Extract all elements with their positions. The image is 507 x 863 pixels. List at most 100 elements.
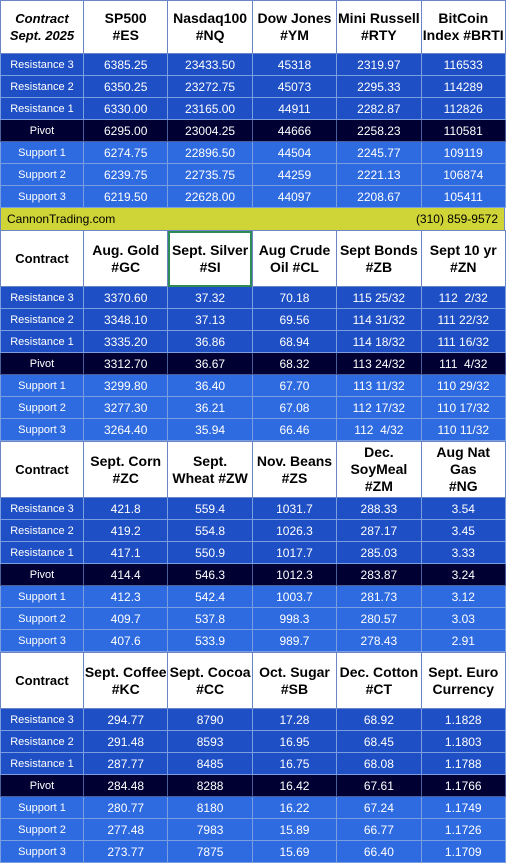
level-value: 273.77 bbox=[82, 840, 169, 863]
level-value: 116533 bbox=[420, 53, 506, 76]
level-value: 110 17/32 bbox=[420, 396, 506, 419]
level-value: 989.7 bbox=[251, 629, 338, 652]
instrument-header-line: Sept. Coffee bbox=[84, 663, 167, 680]
level-label: Support 2 bbox=[0, 163, 84, 186]
level-value: 3.45 bbox=[420, 519, 506, 542]
instrument-header-line: #ZC bbox=[112, 469, 139, 486]
level-value: 414.4 bbox=[82, 563, 169, 586]
level-value: 44666 bbox=[251, 119, 338, 142]
level-value: 16.22 bbox=[251, 796, 338, 819]
level-row-resistance-3: Resistance 3 421.8 559.4 1031.7 288.33 3.54 bbox=[0, 497, 506, 520]
instrument-header-cell: Aug. Gold #GC bbox=[82, 230, 169, 287]
level-row-resistance-2: Resistance 2 419.2 554.8 1026.3 287.17 3.45 bbox=[0, 519, 506, 542]
level-row-support-1: Support 1 412.3 542.4 1003.7 281.73 3.12 bbox=[0, 585, 506, 608]
level-value: 550.9 bbox=[167, 541, 253, 564]
level-value: 113 11/32 bbox=[336, 374, 422, 397]
level-label: Pivot bbox=[0, 352, 84, 375]
level-value: 68.94 bbox=[251, 330, 338, 353]
level-value: 44259 bbox=[251, 163, 338, 186]
level-label: Support 3 bbox=[0, 418, 84, 441]
level-row-pivot: Pivot 414.4 546.3 1012.3 283.87 3.24 bbox=[0, 563, 506, 586]
instrument-header-line: Sept. bbox=[192, 452, 228, 469]
level-value: 3.24 bbox=[420, 563, 506, 586]
level-value: 36.67 bbox=[167, 352, 253, 375]
level-value: 22896.50 bbox=[167, 141, 253, 164]
contract-header-line: Sept. 2025 bbox=[9, 28, 75, 43]
level-value: 2.91 bbox=[420, 629, 506, 652]
instrument-header-line: Mini Russell bbox=[338, 10, 420, 26]
instrument-header-cell: Aug Crude Oil #CL bbox=[251, 230, 338, 287]
instrument-header-line: Nov. Beans bbox=[256, 452, 333, 469]
level-value: 419.2 bbox=[82, 519, 169, 542]
level-value: 1.1709 bbox=[420, 840, 506, 863]
level-label: Resistance 2 bbox=[0, 730, 84, 753]
instrument-header-cell: Nasdaq100 #NQ bbox=[167, 0, 253, 54]
level-value: 1026.3 bbox=[251, 519, 338, 542]
level-value: 37.32 bbox=[167, 286, 253, 309]
level-value: 16.42 bbox=[251, 774, 338, 797]
contract-header-cell: Contract bbox=[0, 652, 84, 709]
level-value: 67.24 bbox=[336, 796, 422, 819]
level-value: 23272.75 bbox=[167, 75, 253, 98]
level-value: 68.92 bbox=[336, 708, 422, 731]
instrument-header-cell: Sept. Cocoa #CC bbox=[167, 652, 253, 709]
header-row: Contract Aug. Gold #GC Sept. Silver #SI Aug C… bbox=[0, 230, 506, 287]
level-value: 1.1828 bbox=[420, 708, 506, 731]
instrument-header-cell: Sept. Corn #ZC bbox=[82, 441, 169, 498]
level-row-support-3: Support 3 407.6 533.9 989.7 278.43 2.91 bbox=[0, 629, 506, 652]
level-value: 70.18 bbox=[251, 286, 338, 309]
level-value: 67.61 bbox=[336, 774, 422, 797]
instrument-header-line: Nasdaq100 bbox=[173, 10, 248, 26]
instrument-header-cell: Dec. SoyMeal #ZM bbox=[336, 441, 422, 498]
level-row-support-2: Support 2 3277.30 36.21 67.08 112 17/32 110 1… bbox=[0, 396, 506, 419]
level-value: 533.9 bbox=[167, 629, 253, 652]
instrument-header-cell: SP500 #ES bbox=[82, 0, 169, 54]
level-label: Support 2 bbox=[0, 396, 84, 419]
level-value: 113 24/32 bbox=[336, 352, 422, 375]
instrument-header-line: Sept. Corn bbox=[90, 452, 162, 469]
level-value: 3264.40 bbox=[82, 418, 169, 441]
level-value: 6274.75 bbox=[82, 141, 169, 164]
level-value: 109119 bbox=[420, 141, 506, 164]
level-value: 1.1726 bbox=[420, 818, 506, 841]
instrument-header-line: SoyMeal bbox=[350, 461, 408, 477]
levels-table: Contract Sept. Coffee #KC Sept. Cocoa #CC Oct… bbox=[0, 652, 506, 863]
level-value: 2208.67 bbox=[336, 185, 422, 208]
level-label: Resistance 3 bbox=[0, 286, 84, 309]
level-label: Support 2 bbox=[0, 607, 84, 630]
level-value: 3348.10 bbox=[82, 308, 169, 331]
level-value: 110 29/32 bbox=[420, 374, 506, 397]
instrument-header-line: Dow Jones bbox=[257, 10, 332, 26]
level-value: 44911 bbox=[251, 97, 338, 120]
level-value: 998.3 bbox=[251, 607, 338, 630]
level-value: 16.75 bbox=[251, 752, 338, 775]
level-value: 2258.23 bbox=[336, 119, 422, 142]
level-value: 69.56 bbox=[251, 308, 338, 331]
level-value: 6385.25 bbox=[82, 53, 169, 76]
level-value: 280.77 bbox=[82, 796, 169, 819]
level-value: 288.33 bbox=[336, 497, 422, 520]
level-row-resistance-3: Resistance 3 6385.25 23433.50 45318 2319.97 1… bbox=[0, 53, 506, 76]
website-text: CannonTrading.com bbox=[7, 212, 116, 226]
level-row-pivot: Pivot 284.48 8288 16.42 67.61 1.1766 bbox=[0, 774, 506, 797]
level-value: 2221.13 bbox=[336, 163, 422, 186]
level-label: Resistance 2 bbox=[0, 308, 84, 331]
level-value: 8593 bbox=[167, 730, 253, 753]
instrument-header-cell: Aug Nat Gas #NG bbox=[420, 441, 506, 498]
level-label: Resistance 2 bbox=[0, 519, 84, 542]
level-value: 1.1749 bbox=[420, 796, 506, 819]
level-value: 1003.7 bbox=[251, 585, 338, 608]
level-value: 1.1803 bbox=[420, 730, 506, 753]
instrument-header-line: #ZB bbox=[365, 258, 393, 275]
level-value: 8180 bbox=[167, 796, 253, 819]
level-value: 3299.80 bbox=[82, 374, 169, 397]
level-value: 36.40 bbox=[167, 374, 253, 397]
level-value: 44097 bbox=[251, 185, 338, 208]
instrument-header-cell: Oct. Sugar #SB bbox=[251, 652, 338, 709]
level-label: Resistance 2 bbox=[0, 75, 84, 98]
instrument-header-line: Aug. Gold bbox=[92, 241, 160, 258]
level-value: 115 25/32 bbox=[336, 286, 422, 309]
level-value: 283.87 bbox=[336, 563, 422, 586]
level-label: Support 3 bbox=[0, 185, 84, 208]
level-row-support-1: Support 1 6274.75 22896.50 44504 2245.77 1091… bbox=[0, 141, 506, 164]
